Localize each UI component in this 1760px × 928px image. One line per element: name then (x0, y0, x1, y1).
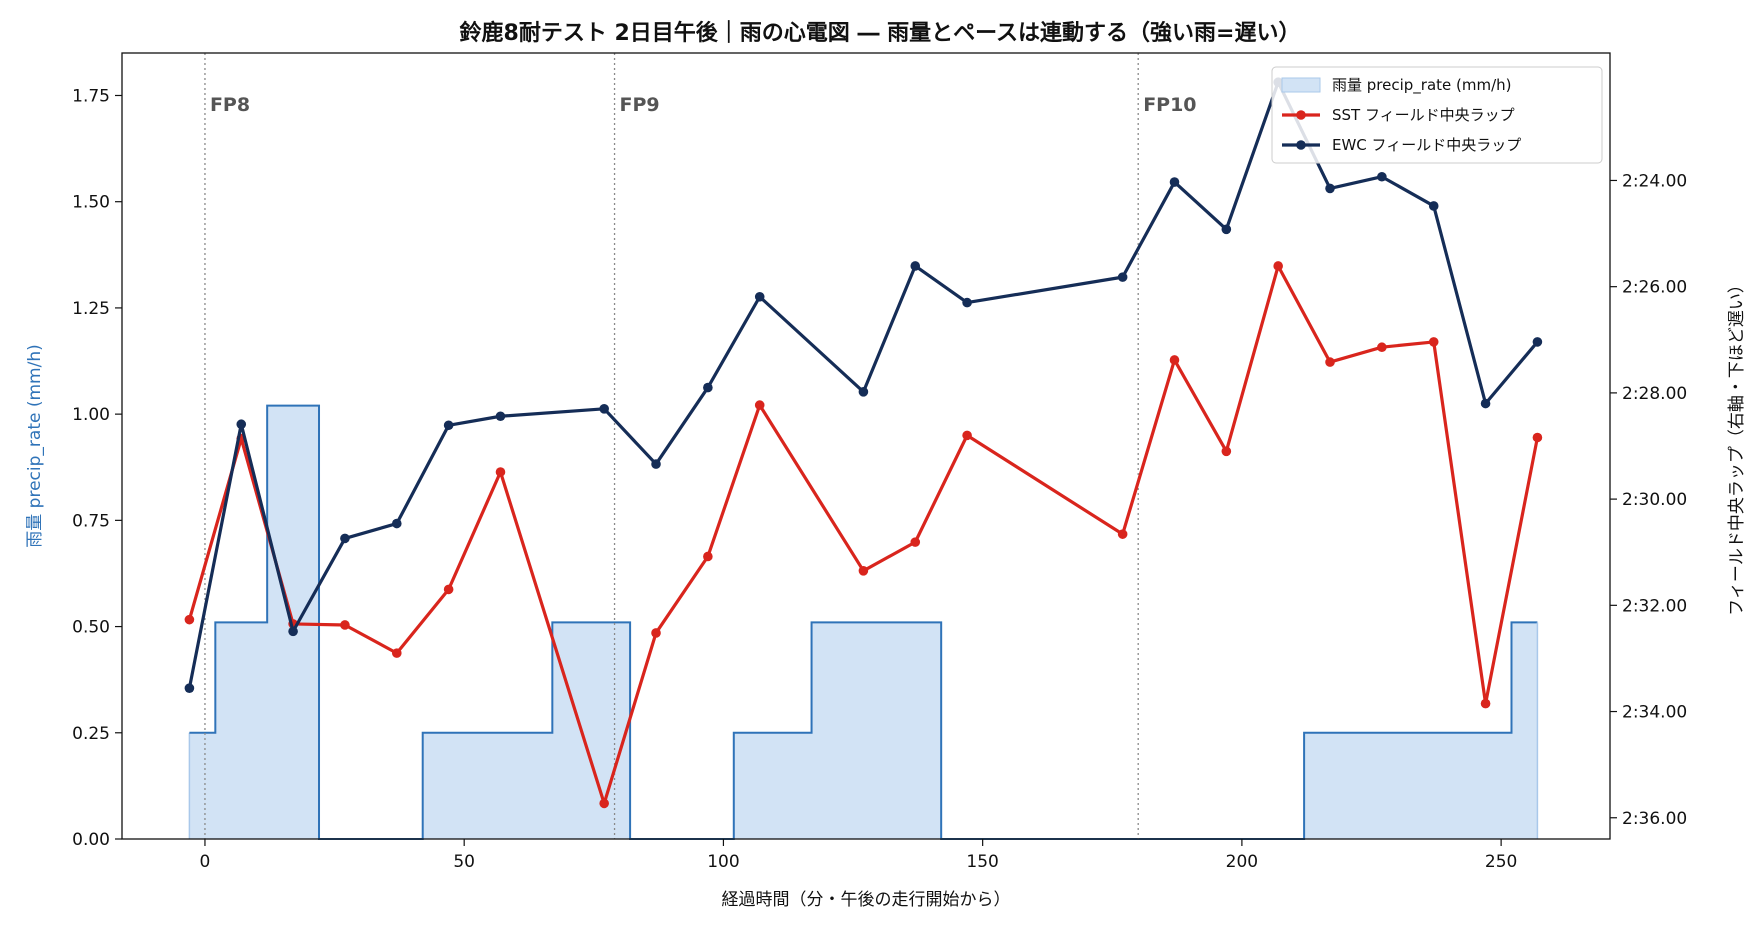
series-1-point (1117, 529, 1128, 539)
series-line-2 (187, 80, 1539, 689)
y-axis-right: 2:24.00 2:26.00 2:28.00 2:30.00 2:32.00 2:34.… (1610, 171, 1687, 829)
y-left-tick-label: 1.50 (72, 193, 110, 213)
plot-frame (121, 52, 1611, 840)
x-axis: 0 50 100 150 200 250 (200, 839, 1517, 872)
series-2-point (910, 261, 921, 271)
y-left-tick-label: 0.50 (72, 618, 110, 638)
x-axis-label: 経過時間（分・午後の走行開始から） (722, 890, 1011, 910)
y-right-tick-label: 2:24.00 (1622, 171, 1687, 191)
y-axis-left: 0.00 0.25 0.50 0.75 1.00 1.25 1.50 1.75 (72, 86, 122, 850)
y-left-tick-label: 1.25 (72, 299, 110, 319)
series-2-point (858, 387, 869, 397)
y-axis-left-label: 雨量 precip_rate (mm/h) (25, 344, 45, 547)
y-axis-right-label: フィールド中央ラップ（右軸・下ほど遅い） (1727, 276, 1747, 616)
series-2-point (288, 626, 298, 637)
legend-label: SST フィールド中央ラップ (1332, 106, 1515, 124)
series-1-point (703, 551, 713, 562)
series-1-point (962, 430, 972, 441)
series-2-point (651, 459, 661, 469)
x-tick-label: 50 (453, 852, 475, 872)
series-2-point (1480, 398, 1491, 409)
series-2-point (184, 683, 195, 693)
series-2-point (495, 411, 506, 422)
y-right-tick-label: 2:30.00 (1622, 490, 1687, 510)
series-1-point (651, 628, 661, 638)
series-1-point (1377, 342, 1387, 353)
series-1-point (340, 620, 350, 630)
y-right-tick-label: 2:34.00 (1622, 703, 1687, 723)
series-2-point (236, 419, 247, 430)
series-1-point (391, 648, 402, 658)
series-1-point (1428, 337, 1439, 347)
series-1-point (443, 584, 454, 595)
series-2-point (1532, 337, 1543, 347)
series-1-point (599, 798, 609, 809)
series-2-point (1117, 272, 1128, 282)
flag-label: FP8 (210, 94, 250, 116)
series-1-point (754, 400, 765, 410)
y-right-tick-label: 2:32.00 (1622, 596, 1687, 616)
x-tick-label: 0 (200, 852, 211, 872)
precip-layer (188, 404, 1539, 840)
series-1-point (1480, 698, 1491, 709)
x-tick-label: 100 (707, 852, 739, 872)
y-left-tick-label: 0.75 (72, 511, 110, 531)
series-2-point (754, 291, 765, 302)
legend-swatch-precip (1281, 77, 1321, 93)
y-left-tick-label: 1.00 (72, 405, 110, 425)
flag-lines: FP8 FP9 FP10 (204, 53, 1197, 839)
series-2-point (703, 382, 713, 393)
series-1-point (1169, 355, 1180, 365)
series-1-point (910, 537, 921, 547)
series-2-point (1377, 171, 1387, 182)
series-1-point (858, 566, 869, 576)
chart-title: 鈴鹿8耐テスト 2日目午後｜雨の心電図 ― 雨量とペースは連動する（強い雨=遅い… (460, 20, 1301, 46)
y-left-tick-label: 0.00 (72, 830, 110, 850)
flag-label: FP10 (1143, 94, 1196, 116)
series-2-point (599, 404, 609, 414)
x-tick-label: 200 (1226, 852, 1258, 872)
series-2-point (1169, 177, 1180, 187)
x-tick-label: 150 (966, 852, 998, 872)
y-left-tick-label: 1.75 (72, 86, 110, 106)
series-2-point (340, 533, 350, 544)
y-right-tick-label: 2:26.00 (1622, 278, 1687, 298)
legend-box (1271, 66, 1603, 164)
y-right-tick-label: 2:36.00 (1622, 809, 1687, 829)
series-2-point (1428, 201, 1439, 211)
legend-swatch-marker (1296, 140, 1306, 150)
series-1-point (1221, 446, 1232, 457)
series-1-point (495, 467, 506, 477)
legend-label: EWC フィールド中央ラップ (1332, 136, 1521, 154)
series-2-point (1325, 183, 1335, 194)
series-1-point (1273, 261, 1283, 271)
legend-swatch-marker (1296, 110, 1306, 120)
series-2-point (962, 297, 972, 308)
x-tick-label: 250 (1485, 852, 1517, 872)
y-right-tick-label: 2:28.00 (1622, 384, 1687, 404)
legend: 雨量 precip_rate (mm/h) SST フィールド中央ラップ EWC フ… (1271, 66, 1603, 164)
y-left-tick-label: 0.25 (72, 724, 110, 744)
series-2-point (1221, 224, 1232, 235)
precip-step-line (189, 404, 1538, 840)
series-1-point (184, 614, 195, 625)
series-2-point (443, 420, 454, 431)
series-1-point (1325, 357, 1335, 367)
series-1-point (1532, 432, 1543, 443)
flag-label: FP9 (620, 94, 660, 116)
legend-label: 雨量 precip_rate (mm/h) (1332, 76, 1512, 95)
series-2-point (391, 518, 402, 529)
